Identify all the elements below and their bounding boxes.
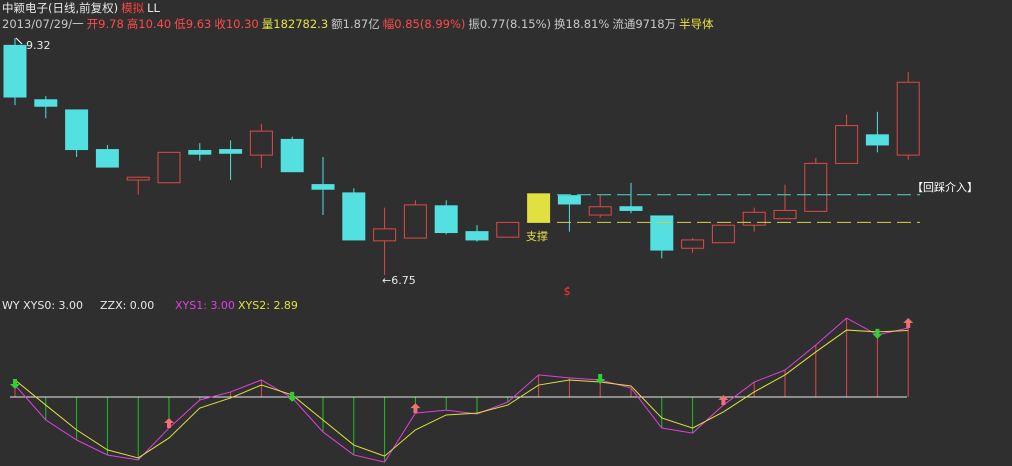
- header-item: 流通9718万: [612, 17, 677, 31]
- candle-body: [65, 109, 89, 151]
- candle-body: [34, 99, 58, 107]
- candle-body: [681, 239, 705, 249]
- high-label: 9.32: [26, 39, 51, 52]
- header-item: 量182782.3: [261, 17, 329, 31]
- candle-body: [95, 149, 119, 168]
- header-item: 中颖电子(日线,前复权): [2, 1, 119, 15]
- down-arrow: [872, 328, 883, 339]
- indicator-line: [14, 329, 909, 459]
- annotation: $̂: [564, 285, 571, 298]
- header-item: 收10.30: [214, 17, 259, 31]
- up-arrow: [164, 418, 174, 429]
- candle-body: [188, 149, 212, 155]
- candle-body: [588, 206, 612, 216]
- candle-body: [219, 149, 243, 154]
- candle-body: [711, 224, 735, 244]
- down-arrow: [287, 391, 298, 402]
- header-item: 额1.87亿: [331, 17, 380, 31]
- header-item: 2013/07/29/一: [2, 17, 84, 31]
- header-item: LL: [147, 1, 160, 15]
- candle-body: [650, 215, 674, 251]
- down-arrow: [595, 373, 606, 384]
- candle-body: [527, 193, 551, 223]
- header-item: 换18.81%: [554, 17, 610, 31]
- legend-entry: XYS2: 2.89: [238, 299, 298, 312]
- candle-body: [280, 138, 304, 173]
- candle-body: [434, 205, 458, 234]
- high-arrow: [15, 37, 23, 45]
- candle-body: [157, 151, 181, 184]
- indicator-label: WY XYS0: 3.00: [2, 299, 83, 312]
- candle-body: [773, 209, 797, 220]
- header-item: 高10.40: [126, 17, 172, 31]
- header-item: 幅0.85(8.99%): [382, 17, 466, 31]
- legend-entry: XYS1: 3.00: [175, 299, 235, 312]
- header-item: 模拟: [121, 1, 145, 15]
- header-item: 振0.77(8.15%): [468, 17, 551, 31]
- annotation: 支撑: [526, 229, 548, 243]
- annotation: 【回踩介入】: [912, 181, 978, 194]
- candle-body: [742, 211, 766, 226]
- indicator-line: [14, 317, 909, 463]
- candle-body: [865, 134, 889, 146]
- header-line-1: 中颖电子(日线,前复权) 模拟 LL: [2, 1, 163, 15]
- candle-body: [557, 195, 581, 205]
- candle-body: [342, 192, 366, 241]
- candle-body: [835, 125, 859, 164]
- candle-body: [403, 204, 427, 239]
- header-line-2: 2013/07/29/一 开9.78 高10.40 低9.63 收10.30 量18278…: [2, 17, 717, 31]
- candle-body: [311, 184, 335, 190]
- up-arrow: [718, 395, 729, 406]
- candle-body: [804, 162, 828, 212]
- up-arrow: [903, 318, 914, 328]
- candle-body: [619, 206, 643, 211]
- low-label: ←6.75: [382, 274, 416, 287]
- indicator-label: ZZX: 0.00: [100, 299, 154, 312]
- header-item: 半导体: [679, 17, 714, 31]
- candle-body: [465, 231, 489, 241]
- candle-body: [373, 228, 397, 242]
- header-item: 低9.63: [174, 17, 212, 31]
- candle-body: [126, 176, 150, 181]
- candle-body: [496, 221, 520, 238]
- candle-body: [249, 130, 273, 156]
- header-item: 开9.78: [86, 17, 124, 31]
- candle-body: [3, 44, 27, 98]
- candle-body: [896, 81, 920, 156]
- up-arrow: [410, 403, 421, 414]
- down-arrow: [10, 379, 20, 390]
